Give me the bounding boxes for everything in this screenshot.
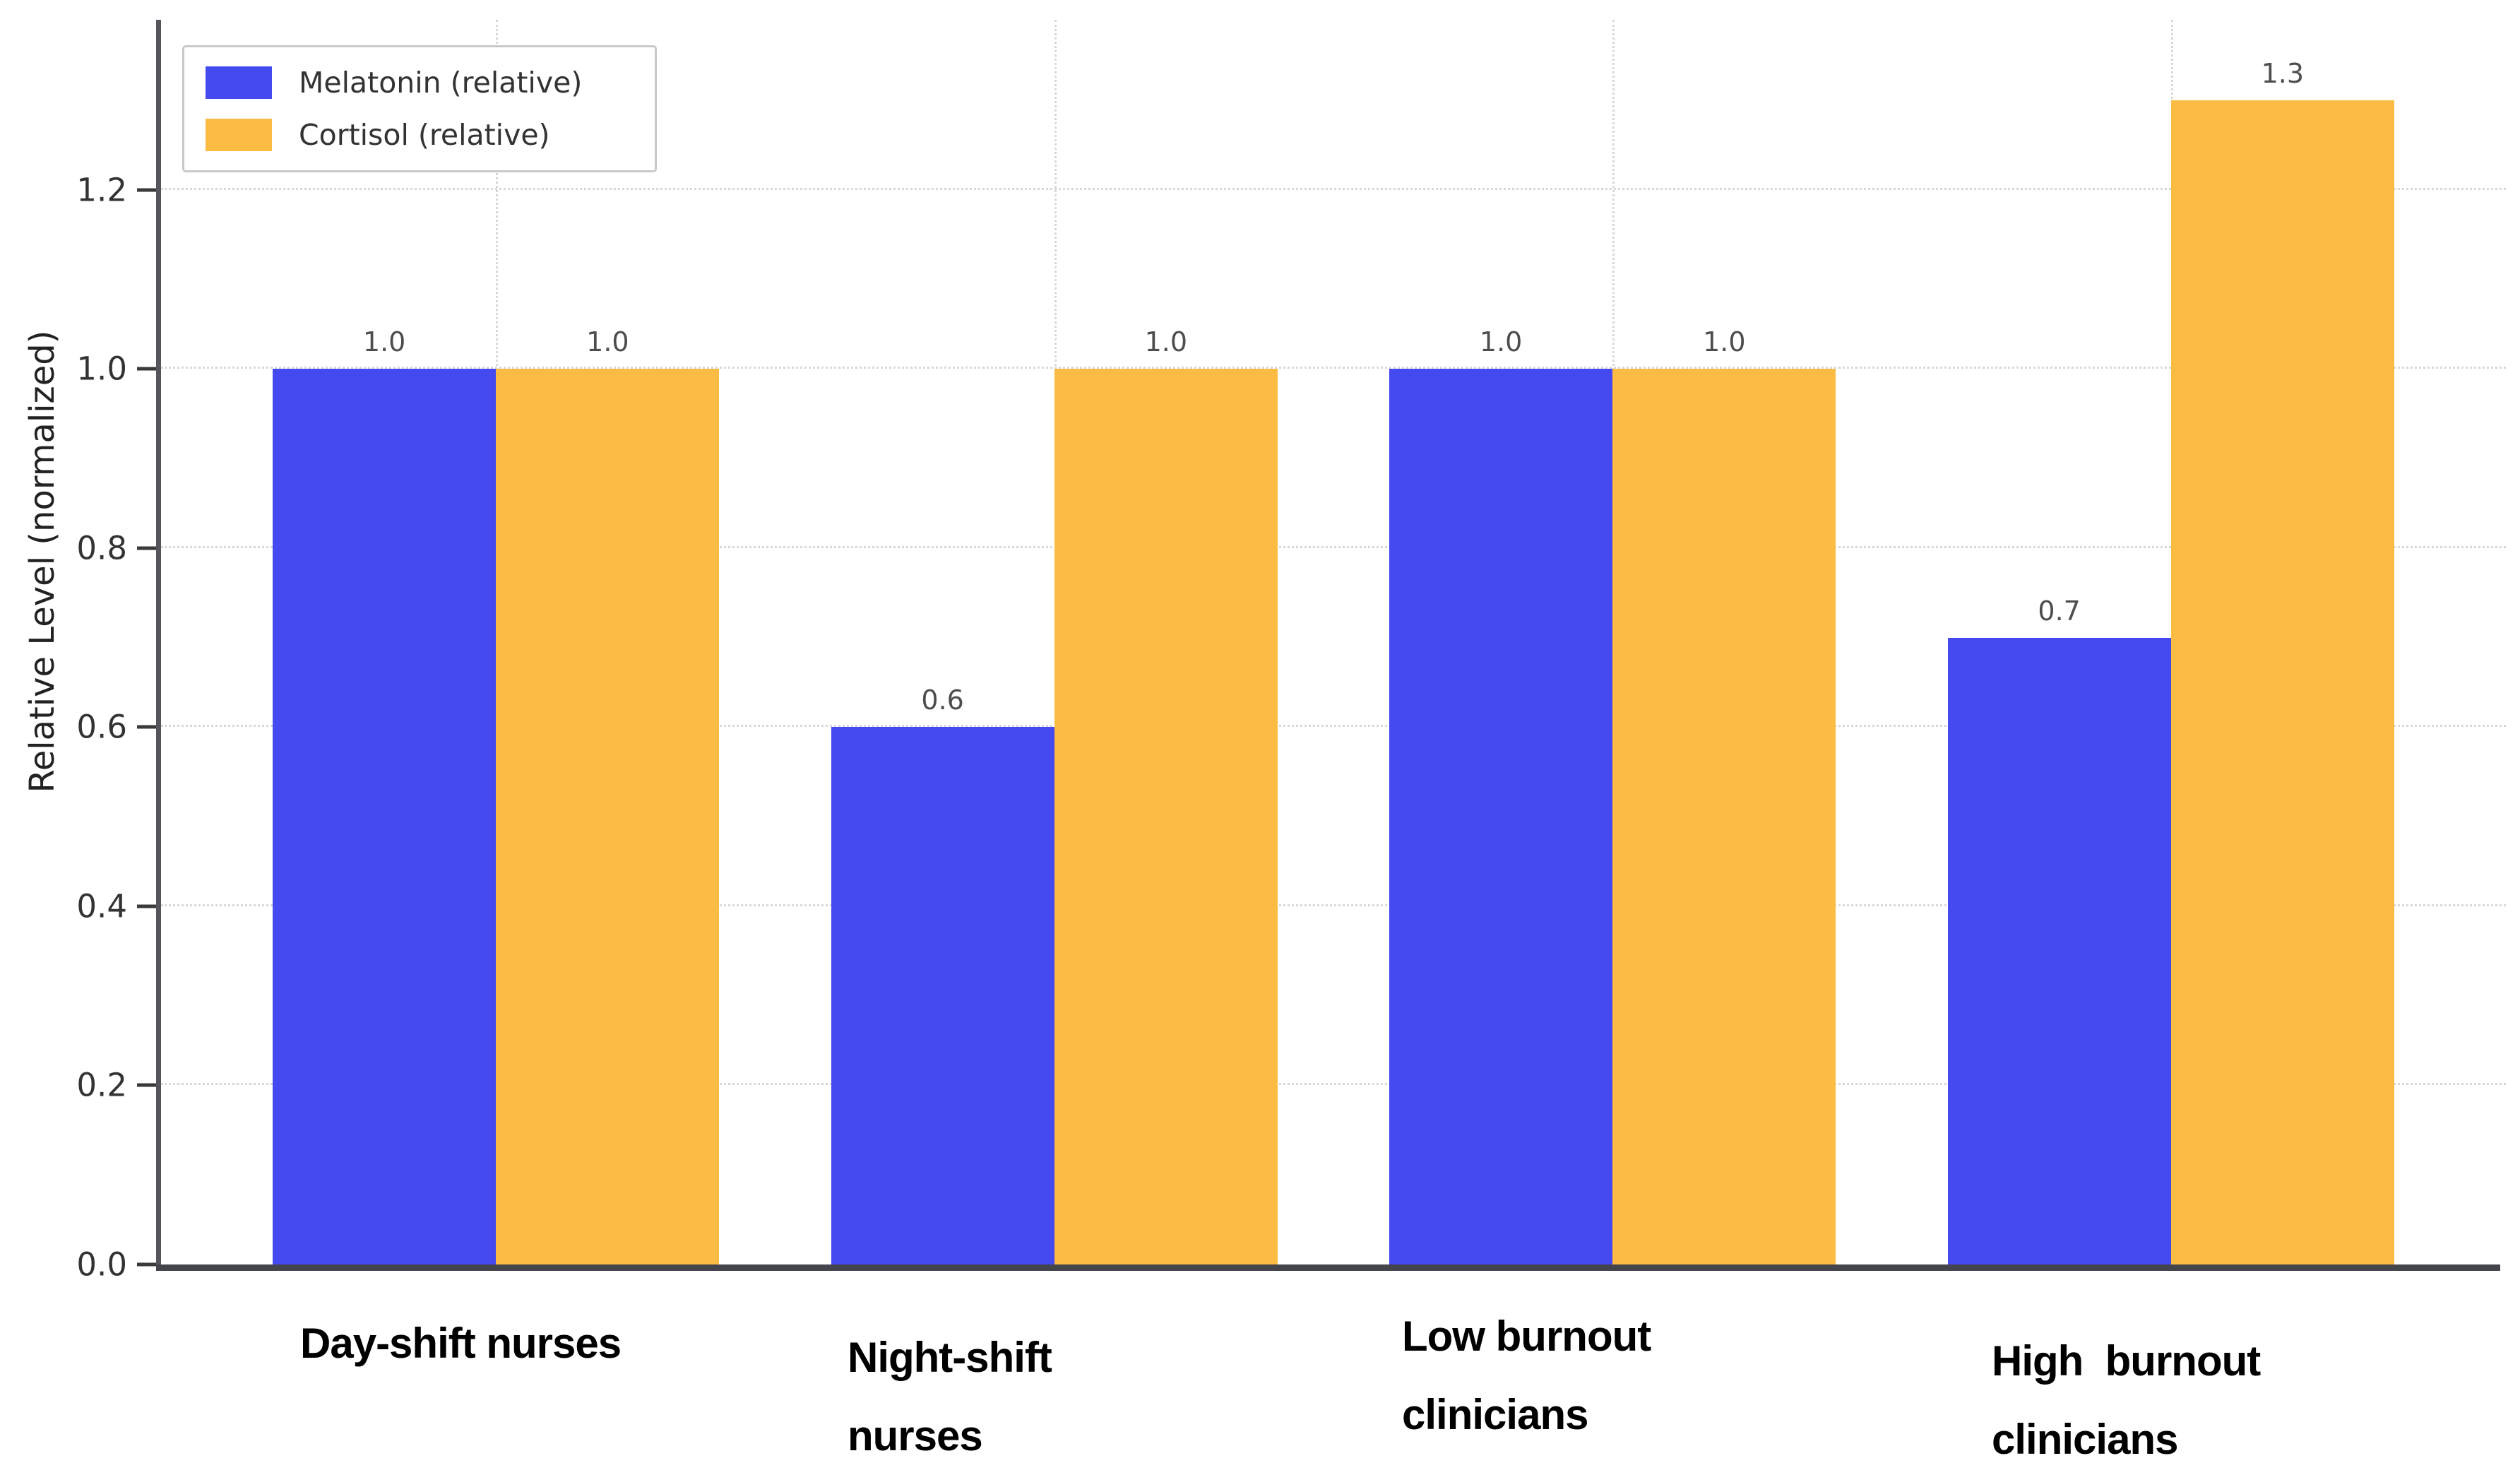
y-tick-label: 0.4: [76, 887, 127, 925]
x-axis-labels: Day-shift nurses Night-shift nurses Low bu…: [161, 1271, 2506, 1475]
y-tick-label: 1.2: [76, 171, 127, 209]
bar-value-label: 0.7: [2038, 595, 2081, 627]
y-tick-label: 0.6: [76, 708, 127, 746]
cortisol-swatch-icon: [206, 119, 272, 151]
legend-label: Melatonin (relative): [299, 66, 583, 100]
x-category-label: High burnout clinicians: [1992, 1337, 2261, 1463]
bar-value-label: 1.0: [362, 326, 406, 358]
legend-label: Cortisol (relative): [299, 118, 550, 152]
y-tick-mark: [137, 1083, 156, 1087]
bar-value-label: 1.0: [1144, 326, 1188, 358]
y-tick-mark: [137, 367, 156, 371]
bar-melatonin: 1.0: [273, 326, 497, 1264]
bar-cortisol: 1.0: [1054, 326, 1278, 1264]
y-tick-mark: [137, 188, 156, 192]
y-tick-mark: [137, 546, 156, 550]
bar-value-label: 1.0: [586, 326, 629, 358]
bar-group: 1.0 1.0: [273, 20, 720, 1264]
x-category-label: Night-shift nurses: [848, 1334, 1052, 1459]
bar-value-label: 1.3: [2261, 58, 2305, 90]
y-tick: 0.8: [76, 529, 156, 567]
x-axis-spine: [156, 1264, 2500, 1271]
y-tick: 0.0: [76, 1246, 156, 1284]
bar-melatonin: 1.0: [1389, 326, 1613, 1264]
bar-value-label: 1.0: [1479, 326, 1523, 358]
bar-group: 0.6 1.0: [831, 20, 1278, 1264]
gridline-horizontal: [161, 725, 2506, 728]
y-tick-mark: [137, 904, 156, 908]
bar-group: 0.7 1.3: [1947, 20, 2394, 1264]
plot-area: Melatonin (relative) Cortisol (relative)…: [156, 20, 2506, 1271]
y-tick: 0.6: [76, 709, 156, 746]
bar-value-label: 1.0: [1703, 326, 1746, 358]
bar-cortisol: 1.0: [1612, 326, 1836, 1264]
y-tick-label: 1.0: [76, 350, 127, 388]
y-tick-mark: [137, 725, 156, 729]
gridline-horizontal: [161, 1083, 2506, 1086]
bar-melatonin: 0.7: [1947, 596, 2171, 1264]
y-tick: 0.2: [76, 1067, 156, 1104]
gridline-horizontal: [161, 545, 2506, 548]
bar-melatonin: 0.6: [831, 685, 1054, 1264]
legend: Melatonin (relative) Cortisol (relative): [182, 45, 657, 172]
gridline-horizontal: [161, 187, 2506, 190]
gridline-horizontal: [161, 904, 2506, 906]
bar-group: 1.0 1.0: [1389, 20, 1836, 1264]
x-category-label: Low burnout clinicians: [1402, 1313, 1651, 1438]
bar-cortisol: 1.3: [2170, 58, 2394, 1264]
y-axis-spine: [156, 20, 161, 1271]
y-tick-mark: [137, 1262, 156, 1267]
bar-value-label: 0.6: [921, 685, 964, 716]
y-tick-label: 0.0: [76, 1245, 127, 1284]
legend-entry-melatonin: Melatonin (relative): [206, 66, 634, 100]
y-tick-label: 0.2: [76, 1066, 127, 1104]
y-tick-label: 0.8: [76, 529, 127, 567]
y-tick: 1.2: [76, 171, 156, 208]
legend-entry-cortisol: Cortisol (relative): [206, 118, 634, 152]
x-category-label: Day-shift nurses: [300, 1320, 622, 1367]
y-axis: 0.0 0.2 0.4 0.6 0.8 1.0 1.2: [0, 20, 156, 1284]
bar-cortisol: 1.0: [496, 326, 720, 1264]
gridline-horizontal: [161, 367, 2506, 369]
melatonin-swatch-icon: [206, 66, 272, 99]
y-tick: 1.0: [76, 350, 156, 388]
y-tick: 0.4: [76, 887, 156, 925]
